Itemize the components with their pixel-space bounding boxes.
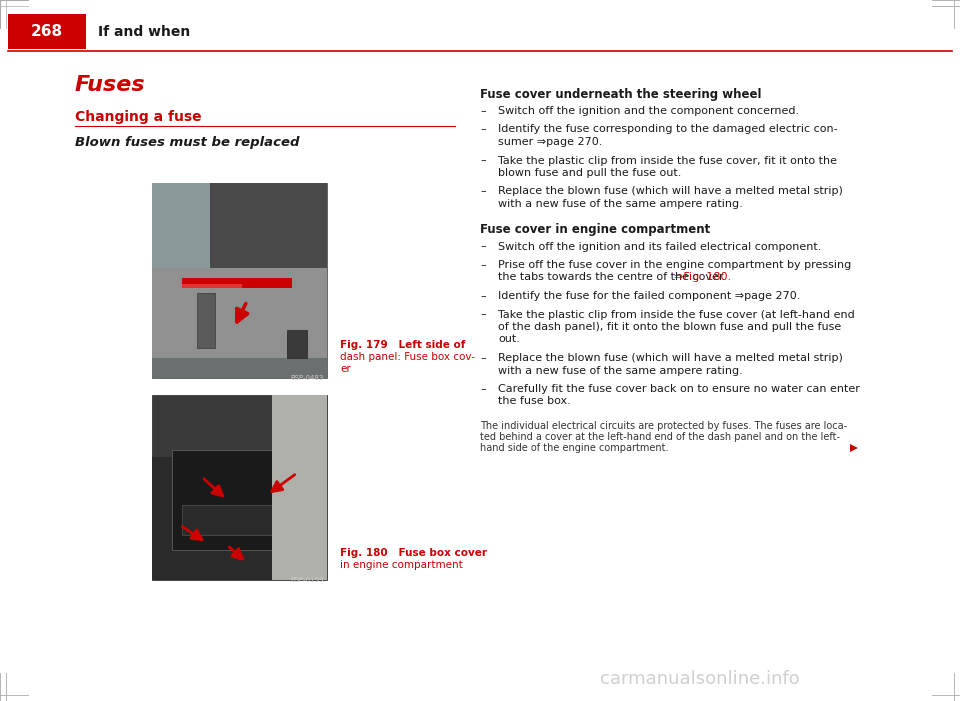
Text: Fig. 179   Left side of: Fig. 179 Left side of xyxy=(340,340,466,350)
Text: 268: 268 xyxy=(31,24,63,39)
Text: –: – xyxy=(480,260,486,270)
Text: with a new fuse of the same ampere rating.: with a new fuse of the same ampere ratin… xyxy=(498,365,743,376)
Text: –: – xyxy=(480,310,486,320)
Bar xyxy=(287,330,307,358)
Text: BSP-0199: BSP-0199 xyxy=(291,577,324,583)
Text: out.: out. xyxy=(498,334,520,344)
Bar xyxy=(182,505,282,535)
Text: Fuse cover in engine compartment: Fuse cover in engine compartment xyxy=(480,224,710,236)
Text: sumer ⇒page 270.: sumer ⇒page 270. xyxy=(498,137,602,147)
Text: If and when: If and when xyxy=(98,25,190,39)
Bar xyxy=(272,395,327,580)
Bar xyxy=(8,14,86,49)
Bar xyxy=(172,450,282,550)
Text: Identify the fuse for the failed component ⇒page 270.: Identify the fuse for the failed compone… xyxy=(498,291,801,301)
Bar xyxy=(152,183,327,378)
Text: Replace the blown fuse (which will have a melted metal strip): Replace the blown fuse (which will have … xyxy=(498,353,843,363)
Text: Identify the fuse corresponding to the damaged electric con-: Identify the fuse corresponding to the d… xyxy=(498,125,838,135)
Text: BSP-0483: BSP-0483 xyxy=(291,375,324,381)
Text: carmanualsonline.info: carmanualsonline.info xyxy=(600,670,800,688)
Text: –: – xyxy=(480,186,486,196)
Text: Replace the blown fuse (which will have a melted metal strip): Replace the blown fuse (which will have … xyxy=(498,186,843,196)
Text: –: – xyxy=(480,156,486,165)
Bar xyxy=(152,308,327,378)
Text: with a new fuse of the same ampere rating.: with a new fuse of the same ampere ratin… xyxy=(498,199,743,209)
Text: hand side of the engine compartment.: hand side of the engine compartment. xyxy=(480,443,668,453)
Text: Prise off the fuse cover in the engine compartment by pressing: Prise off the fuse cover in the engine c… xyxy=(498,260,852,270)
Bar xyxy=(152,457,327,580)
Text: in engine compartment: in engine compartment xyxy=(340,560,463,570)
Text: The individual electrical circuits are protected by fuses. The fuses are loca-: The individual electrical circuits are p… xyxy=(480,421,847,431)
Text: Fig. 180   Fuse box cover: Fig. 180 Fuse box cover xyxy=(340,548,487,558)
Bar xyxy=(152,268,327,358)
Polygon shape xyxy=(850,444,858,452)
Text: Take the plastic clip from inside the fuse cover, fit it onto the: Take the plastic clip from inside the fu… xyxy=(498,156,837,165)
Bar xyxy=(197,293,215,348)
Bar xyxy=(182,278,292,288)
Text: –: – xyxy=(480,353,486,363)
Bar xyxy=(210,183,327,268)
Text: Changing a fuse: Changing a fuse xyxy=(75,110,202,124)
Text: –: – xyxy=(480,106,486,116)
Text: Take the plastic clip from inside the fuse cover (at left-hand end: Take the plastic clip from inside the fu… xyxy=(498,310,854,320)
Text: Fuse cover underneath the steering wheel: Fuse cover underneath the steering wheel xyxy=(480,88,761,101)
Text: the fuse box.: the fuse box. xyxy=(498,397,571,407)
Bar xyxy=(182,284,242,288)
Text: Switch off the ignition and its failed electrical component.: Switch off the ignition and its failed e… xyxy=(498,242,822,252)
Text: –: – xyxy=(480,242,486,252)
Text: –: – xyxy=(480,291,486,301)
Text: the tabs towards the centre of the cover: the tabs towards the centre of the cover xyxy=(498,273,727,283)
Text: –: – xyxy=(480,384,486,394)
Text: of the dash panel), fit it onto the blown fuse and pull the fuse: of the dash panel), fit it onto the blow… xyxy=(498,322,841,332)
Text: Switch off the ignition and the component concerned.: Switch off the ignition and the componen… xyxy=(498,106,799,116)
Text: Blown fuses must be replaced: Blown fuses must be replaced xyxy=(75,136,300,149)
Text: ⇒Fig. 180.: ⇒Fig. 180. xyxy=(674,273,732,283)
Text: ted behind a cover at the left-hand end of the dash panel and on the left-: ted behind a cover at the left-hand end … xyxy=(480,432,840,442)
Bar xyxy=(152,395,327,580)
Text: dash panel: Fuse box cov-: dash panel: Fuse box cov- xyxy=(340,352,475,362)
Text: –: – xyxy=(480,125,486,135)
Text: Carefully fit the fuse cover back on to ensure no water can enter: Carefully fit the fuse cover back on to … xyxy=(498,384,860,394)
Text: blown fuse and pull the fuse out.: blown fuse and pull the fuse out. xyxy=(498,168,682,178)
Text: Fuses: Fuses xyxy=(75,75,146,95)
Text: er: er xyxy=(340,364,350,374)
Bar xyxy=(152,183,327,378)
